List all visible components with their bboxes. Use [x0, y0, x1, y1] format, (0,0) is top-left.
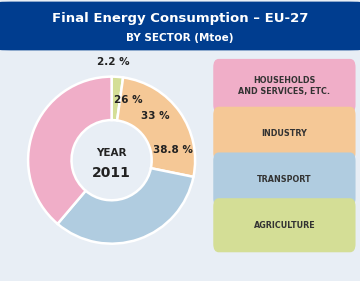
Text: 2011: 2011: [92, 166, 131, 180]
Text: 33 %: 33 %: [141, 111, 170, 121]
FancyBboxPatch shape: [213, 198, 356, 252]
Wedge shape: [117, 78, 195, 177]
Text: HOUSEHOLDS
AND SERVICES, ETC.: HOUSEHOLDS AND SERVICES, ETC.: [238, 76, 330, 96]
FancyBboxPatch shape: [0, 2, 360, 50]
Text: TRANSPORT: TRANSPORT: [257, 175, 312, 184]
FancyBboxPatch shape: [213, 107, 356, 161]
FancyBboxPatch shape: [213, 153, 356, 207]
Text: 2.2 %: 2.2 %: [97, 57, 130, 67]
Wedge shape: [112, 77, 123, 121]
FancyBboxPatch shape: [213, 59, 356, 113]
Text: INDUSTRY: INDUSTRY: [261, 129, 307, 138]
Text: AGRICULTURE: AGRICULTURE: [253, 221, 315, 230]
Text: 38.8 %: 38.8 %: [153, 145, 193, 155]
Text: BY SECTOR (Mtoe): BY SECTOR (Mtoe): [126, 33, 234, 43]
Wedge shape: [28, 77, 112, 224]
Wedge shape: [58, 168, 193, 244]
Text: 26 %: 26 %: [114, 95, 142, 105]
Text: YEAR: YEAR: [96, 148, 127, 158]
Text: Final Energy Consumption – EU-27: Final Energy Consumption – EU-27: [52, 12, 308, 25]
